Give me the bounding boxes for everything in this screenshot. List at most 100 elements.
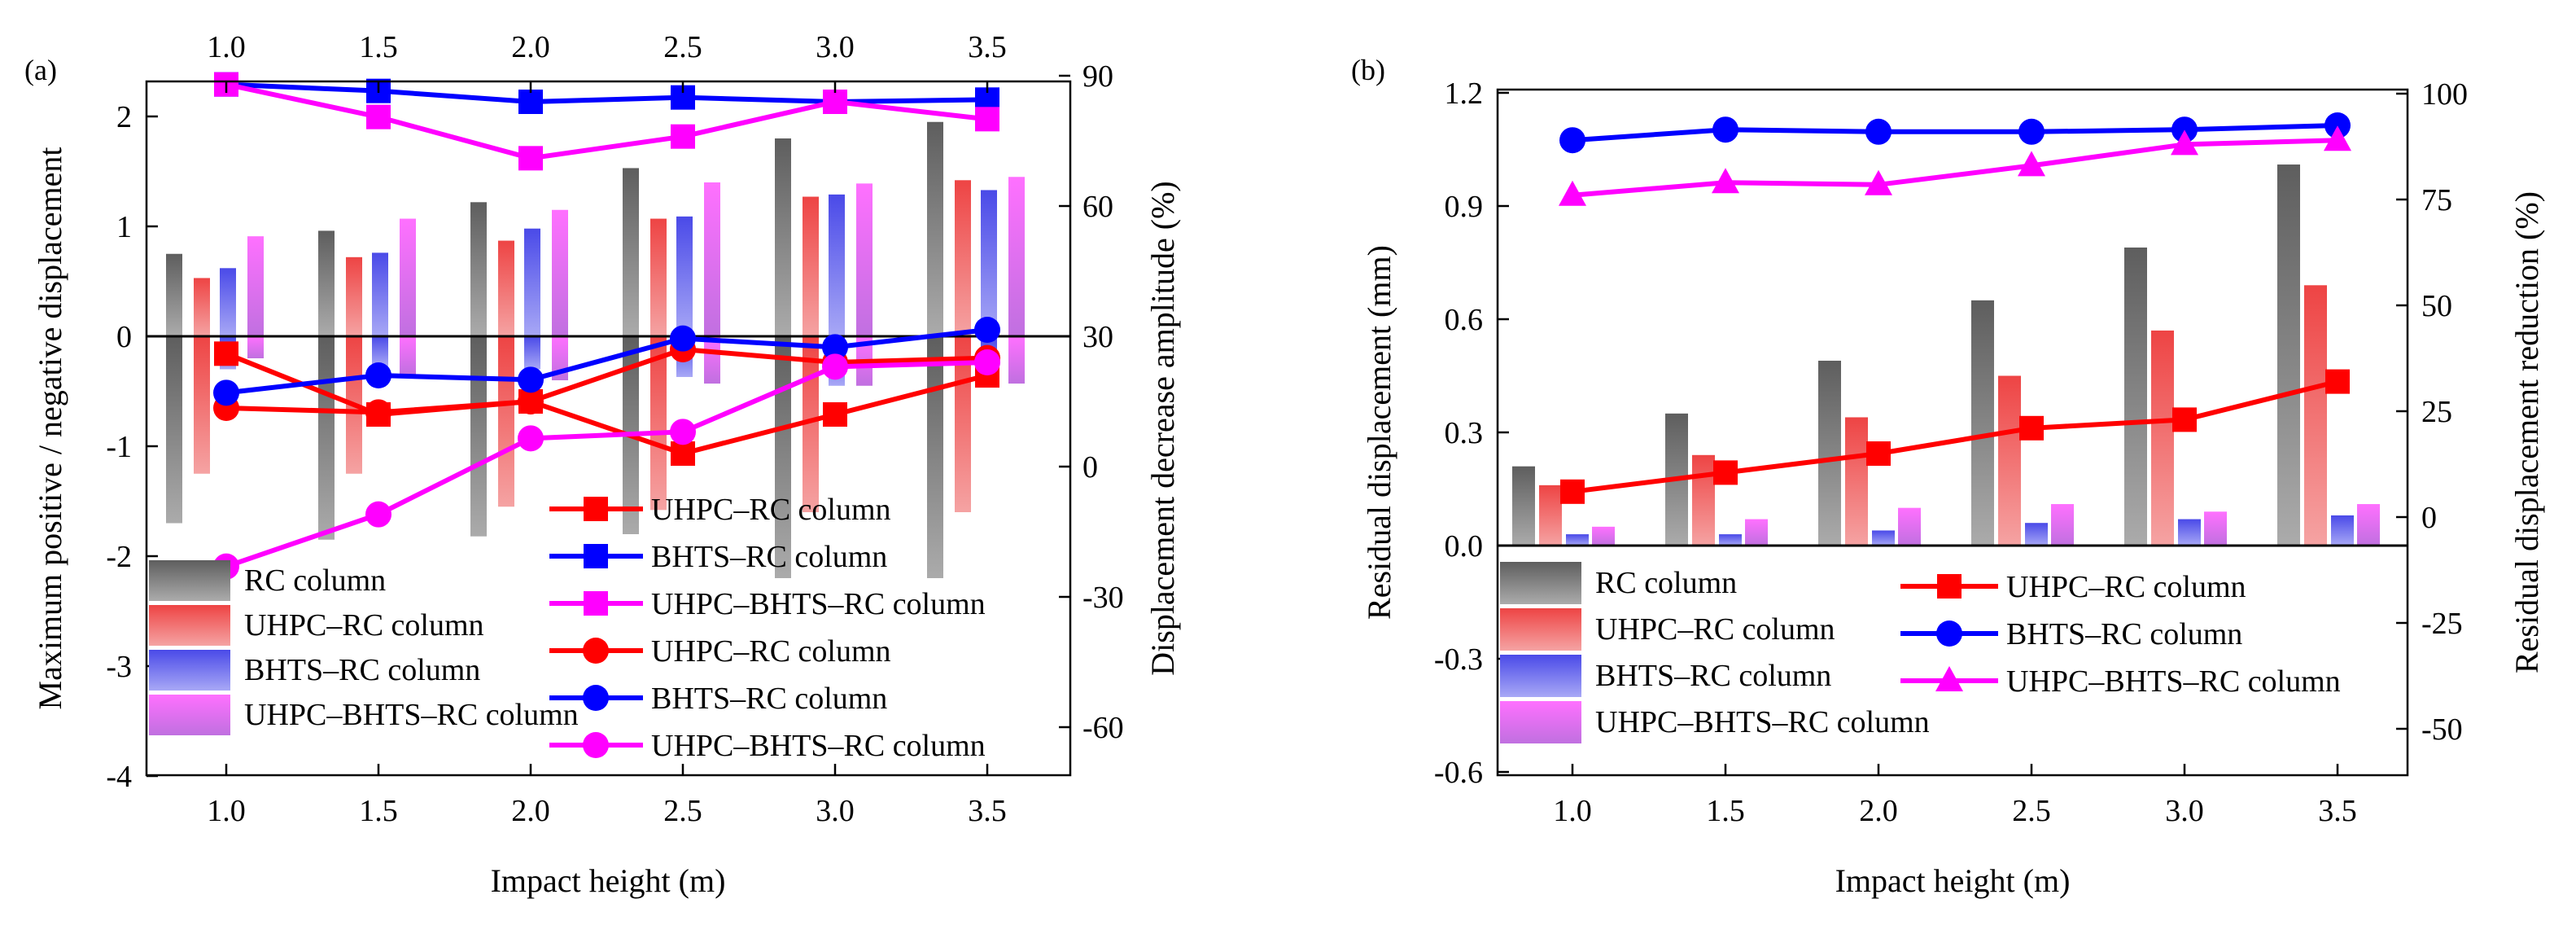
bar-rc-column-1.0 <box>1512 466 1535 546</box>
bar-uhpc-bhts-rc-column-2.5 <box>2051 504 2074 546</box>
point-uhpc-bhts-rc-column-triangle-1.5 <box>1712 168 1739 194</box>
legend-marker-bhts-rc-column-square <box>584 544 608 568</box>
bar-pos-uhpc-rc-column-3.5 <box>955 180 971 336</box>
bar-rc-column-2.5 <box>1971 300 1994 546</box>
point-uhpc-rc-column-square-2.5 <box>2019 415 2044 441</box>
point-uhpc-rc-column-square-3.0 <box>2172 407 2197 432</box>
bar-bhts-rc-column-1.0 <box>1566 534 1589 546</box>
bar-pos-rc-column-2.5 <box>623 168 639 336</box>
x-tick-label-b: 3.0 <box>2165 794 2204 828</box>
bar-bhts-rc-column-3.0 <box>2178 519 2201 546</box>
point-uhpc-bhts-rc-column-triangle-2.5 <box>2018 151 2045 177</box>
bar-rc-column-3.5 <box>2277 164 2300 546</box>
point-uhpc-bhts-rc-column-triangle-3.5 <box>2324 125 2351 151</box>
y2-tick-label-a: 30 <box>1082 320 1113 354</box>
legend-b: RC column UHPC–RC column BHTS–RC column UHP… <box>1500 562 2341 743</box>
point-uhpc-bhts-rc-column-circle-2.5 <box>670 419 696 445</box>
point-uhpc-bhts-rc-column-circle-3.0 <box>822 353 848 380</box>
chart-b: (b) 1.0 1.5 2.0 2.5 3.0 3.5 1.2 0.9 0.6 0.3 0.0 -0.… <box>1351 54 2545 899</box>
legend-line-label-bhts-rc-column-square: BHTS–RC column <box>651 540 887 574</box>
legend-marker-uhpc-rc-column-square <box>584 497 608 521</box>
bar-neg-rc-column-3.5 <box>927 336 943 578</box>
y-tick-label-b: 1.2 <box>1445 77 1484 111</box>
y2-tick-label-b: 25 <box>2421 395 2452 429</box>
legend-line-label-uhpc-bhts-rc-column-triangle: UHPC–BHTS–RC column <box>2006 664 2341 699</box>
bar-pos-uhpc-rc-column-2.5 <box>650 218 667 336</box>
legend-line-label-uhpc-rc-column-square: UHPC–RC column <box>651 493 891 527</box>
point-uhpc-rc-column-square-2.0 <box>1866 441 1891 466</box>
legend-swatch-rc-column <box>1500 562 1581 604</box>
y-tick-label-a: 1 <box>116 210 132 244</box>
x-tick-label-b: 2.5 <box>2012 794 2051 828</box>
legend-a: RC column UHPC–RC column BHTS–RC column UHP… <box>149 493 986 763</box>
line-uhpc-rc-column-square <box>225 351 988 457</box>
x-tick-label-b: 1.0 <box>1553 794 1592 828</box>
bar-pos-uhpc-rc-column-3.0 <box>803 196 819 336</box>
legend-marker-bhts-rc-column-circle <box>583 685 609 711</box>
bar-pos-rc-column-3.5 <box>927 121 943 336</box>
y-axis-label-a: Maximum positive / negative displacement <box>32 147 68 710</box>
legend-swatch-uhpc-rc-column <box>149 605 230 646</box>
legend-swatch-uhpc-rc-column <box>1500 608 1581 651</box>
y-axis-label-b: Residual displacement (mm) <box>1361 245 1397 620</box>
top-tick-label-a: 1.0 <box>207 30 246 64</box>
point-bhts-rc-column-circle-3.0 <box>2171 116 2198 143</box>
point-uhpc-bhts-rc-column-square-3.5 <box>975 107 999 132</box>
bar-neg-rc-column-3.0 <box>775 336 791 578</box>
top-tick-label-a: 3.5 <box>968 30 1007 64</box>
point-bhts-rc-column-circle-2.5 <box>670 325 696 352</box>
point-bhts-rc-column-square-2.0 <box>518 90 543 114</box>
bar-pos-bhts-rc-column-1.0 <box>220 268 236 336</box>
legend-label-uhpc-bhts-rc-column: UHPC–BHTS–RC column <box>244 698 579 732</box>
bar-pos-rc-column-2.0 <box>470 202 487 336</box>
bar-pos-rc-column-1.0 <box>166 253 182 336</box>
point-bhts-rc-column-circle-2.5 <box>2018 118 2045 145</box>
y-tick-label-a: -1 <box>106 430 132 464</box>
x-axis-label-a: Impact height (m) <box>491 862 726 899</box>
bar-neg-uhpc-bhts-rc-column-2.5 <box>704 336 720 384</box>
legend-label-rc-column: RC column <box>1595 566 1737 600</box>
point-bhts-rc-column-circle-2.0 <box>1865 118 1892 145</box>
legend-label-uhpc-rc-column: UHPC–RC column <box>1595 612 1835 647</box>
line-uhpc-rc-column-square <box>1572 379 2338 494</box>
x-tick-label-b: 3.5 <box>2318 794 2357 828</box>
y-tick-label-a: -3 <box>106 650 132 684</box>
bar-pos-bhts-rc-column-3.5 <box>981 190 997 336</box>
legend-label-bhts-rc-column: BHTS–RC column <box>1595 659 1831 693</box>
top-tick-label-a: 3.0 <box>816 30 855 64</box>
legend-line-label-bhts-rc-column-circle: BHTS–RC column <box>2006 617 2242 651</box>
y2-axis-label-a: Displacement decrease amplitude (%) <box>1144 181 1181 676</box>
point-uhpc-bhts-rc-column-square-2.5 <box>671 124 695 149</box>
bar-pos-rc-column-3.0 <box>775 138 791 336</box>
y-tick-label-b: 0.0 <box>1445 529 1484 563</box>
chart-a: (a) 1.0 1.0 1.5 1.5 2.0 2.0 2.5 2.5 3.0 3.0 3.5 3.5… <box>24 30 1181 899</box>
point-bhts-rc-column-circle-1.0 <box>1559 127 1585 154</box>
bar-neg-rc-column-2.0 <box>470 336 487 537</box>
line-uhpc-bhts-rc-column-circle <box>225 360 988 569</box>
x-tick-label-a: 2.0 <box>511 794 550 828</box>
line-uhpc-rc-column-circle <box>225 346 988 415</box>
point-uhpc-bhts-rc-column-circle-2.0 <box>518 425 544 452</box>
y2-tick-label-a: -60 <box>1082 711 1124 745</box>
legend-label-uhpc-bhts-rc-column: UHPC–BHTS–RC column <box>1595 705 1930 739</box>
point-bhts-rc-column-circle-1.5 <box>365 362 391 388</box>
point-uhpc-rc-column-square-1.0 <box>214 341 238 366</box>
y-tick-label-b: 0.9 <box>1445 190 1484 224</box>
x-tick-label-b: 2.0 <box>1859 794 1898 828</box>
bar-uhpc-bhts-rc-column-3.5 <box>2357 504 2380 546</box>
bar-neg-uhpc-rc-column-2.5 <box>650 336 667 511</box>
y-tick-label-a: -2 <box>106 540 132 574</box>
bar-bhts-rc-column-1.5 <box>1719 534 1742 546</box>
bar-uhpc-rc-column-1.5 <box>1692 454 1715 546</box>
legend-swatch-rc-column <box>149 560 230 601</box>
y-tick-label-b: -0.3 <box>1434 642 1483 677</box>
bar-neg-bhts-rc-column-1.5 <box>372 336 388 366</box>
line-bhts-rc-column-circle <box>1572 123 2338 143</box>
axes-a: 1.0 1.0 1.5 1.5 2.0 2.0 2.5 2.5 3.0 3.0 3.5 3.5 2 1 0 -… <box>106 30 1123 828</box>
legend-swatch-bhts-rc-column <box>149 650 230 691</box>
bar-pos-uhpc-bhts-rc-column-1.5 <box>400 218 416 336</box>
point-uhpc-rc-column-square-3.5 <box>2325 369 2350 394</box>
point-uhpc-rc-column-circle-2.0 <box>518 388 544 414</box>
y-tick-label-b: -0.6 <box>1434 756 1483 790</box>
